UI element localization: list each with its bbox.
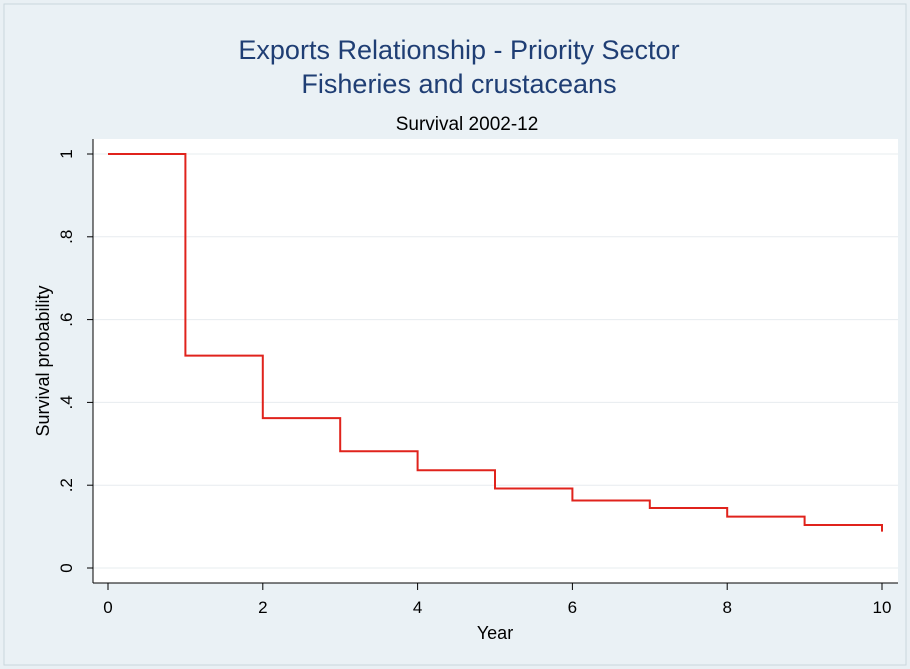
chart-title-line-1: Exports Relationship - Priority Sector bbox=[238, 35, 679, 65]
x-tick-label: 0 bbox=[103, 598, 112, 617]
y-tick-label: .2 bbox=[57, 478, 76, 492]
x-tick-label: 10 bbox=[873, 598, 892, 617]
y-tick-label: 0 bbox=[57, 563, 76, 572]
plot-area bbox=[93, 139, 898, 583]
y-tick-label: .8 bbox=[57, 230, 76, 244]
chart-title-line-2: Fisheries and crustaceans bbox=[301, 69, 616, 99]
y-tick-label: .6 bbox=[57, 313, 76, 327]
x-tick-label: 4 bbox=[413, 598, 422, 617]
chart-subtitle: Survival 2002-12 bbox=[396, 114, 539, 135]
y-axis-label: Survival probability bbox=[33, 285, 53, 436]
x-axis-ticks: 0 2 4 6 8 10 bbox=[103, 583, 891, 617]
y-tick-label: 1 bbox=[57, 149, 76, 158]
x-tick-label: 6 bbox=[568, 598, 577, 617]
x-axis-label: Year bbox=[477, 623, 513, 643]
y-tick-label: .4 bbox=[57, 395, 76, 409]
x-tick-label: 8 bbox=[722, 598, 731, 617]
series-group bbox=[108, 153, 883, 532]
survival-step-line bbox=[108, 153, 883, 532]
y-axis-ticks: 0 .2 .4 .6 .8 1 bbox=[57, 149, 93, 573]
x-tick-label: 2 bbox=[258, 598, 267, 617]
